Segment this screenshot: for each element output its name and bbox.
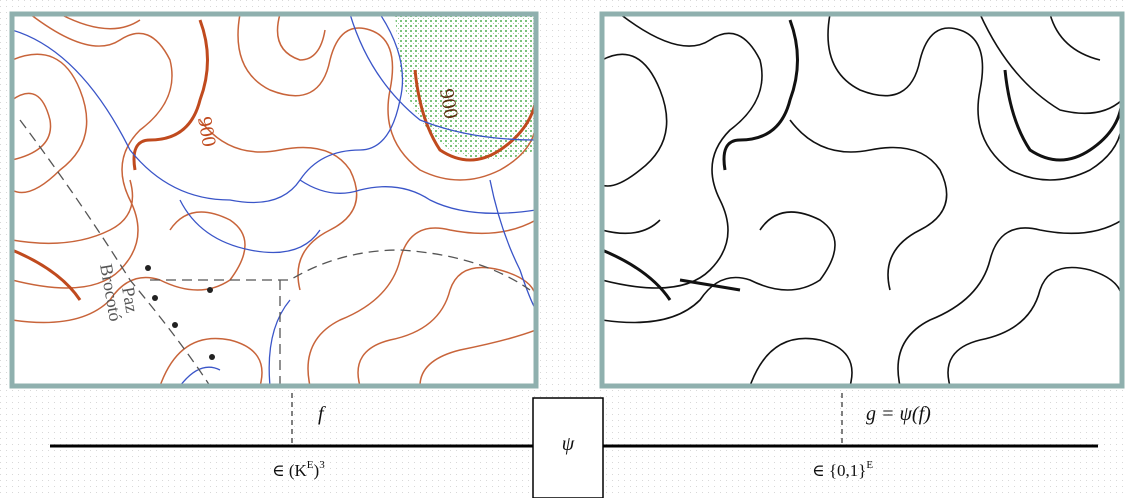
- superscript: 3: [319, 459, 325, 471]
- binary-map: [602, 14, 1122, 386]
- color-map: 900 900 Paz Brocotó: [12, 14, 536, 386]
- output-domain: ∈ {0,1}E: [812, 459, 873, 480]
- text: ∈ (K: [272, 461, 307, 480]
- output-label: g = ψ(f): [866, 403, 931, 425]
- input-domain: ∈ (KE)3: [272, 459, 325, 480]
- text: ∈ {0,1}: [812, 461, 866, 480]
- superscript: E: [866, 459, 873, 471]
- operator-label: ψ: [562, 433, 575, 455]
- diagram: 900 900 Paz Brocotó ψ: [0, 0, 1128, 498]
